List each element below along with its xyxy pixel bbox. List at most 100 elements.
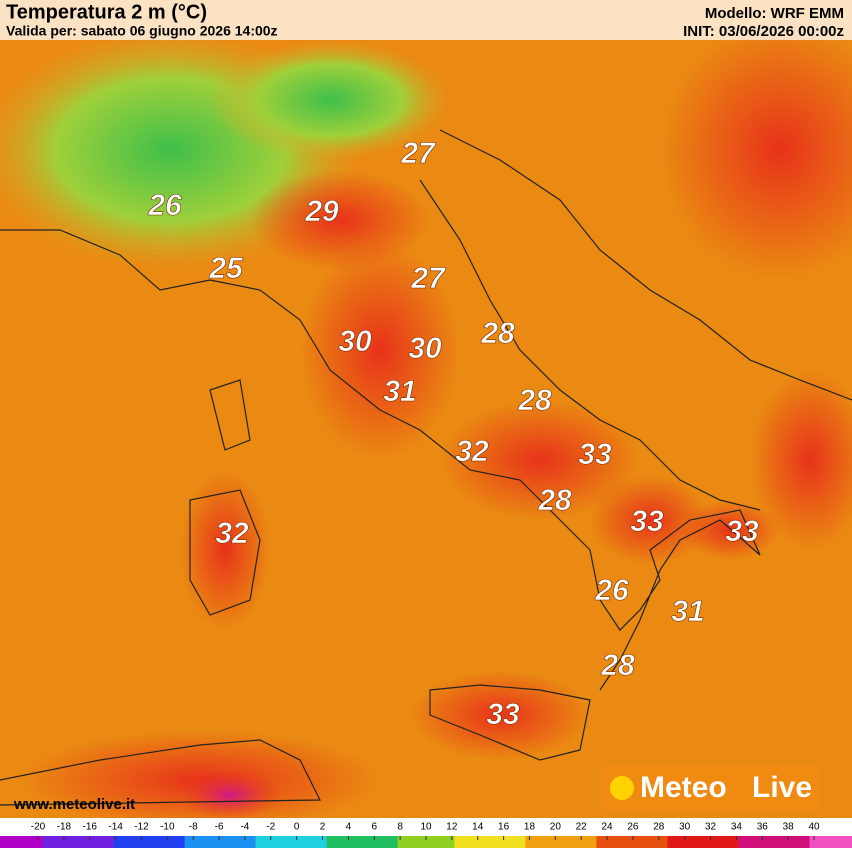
init-time: INIT: 03/06/2026 00:00z	[683, 23, 844, 40]
temperature-label: 32	[215, 517, 249, 550]
colorbar-swatch	[56, 836, 72, 848]
colorbar-swatch	[681, 836, 697, 848]
colorbar-swatch	[823, 836, 839, 848]
logo-text: Live	[752, 771, 812, 804]
colorbar-swatch	[241, 836, 257, 848]
temperature-label: 33	[630, 505, 664, 538]
colorbar-swatch	[624, 836, 640, 848]
colorbar-tick-label: 36	[757, 822, 769, 833]
colorbar-tick-label: 16	[498, 822, 510, 833]
logo-box	[600, 765, 820, 811]
colorbar-tick-label: 24	[602, 822, 614, 833]
colorbar-tick-label: -10	[160, 822, 175, 833]
colorbar-tick-label: 18	[524, 822, 536, 833]
colorbar-swatch	[28, 836, 44, 848]
colorbar-tick-label: 34	[731, 822, 743, 833]
colorbar-tick-label: 28	[653, 822, 665, 833]
colorbar-tick-label: -16	[83, 822, 98, 833]
colorbar-tick-label: 26	[627, 822, 639, 833]
model: Modello: WRF EMM	[705, 5, 844, 22]
temperature-label: 27	[410, 262, 446, 295]
colorbar-swatch	[568, 836, 583, 848]
temperature-label: 31	[383, 375, 416, 408]
colorbar-swatch	[539, 836, 555, 848]
logo-text: Meteo	[640, 771, 727, 804]
colorbar-swatch	[326, 836, 342, 848]
colorbar-tick-label: -14	[108, 822, 123, 833]
colorbar-swatch	[596, 836, 612, 848]
colorbar-tick-label: -20	[31, 822, 46, 833]
temperature-field	[0, 20, 852, 830]
temperature-label: 25	[208, 252, 244, 285]
colorbar-swatch	[397, 836, 413, 848]
colorbar-tick-label: -8	[189, 822, 198, 833]
colorbar-tick-label: 8	[397, 822, 403, 833]
colorbar-tick-label: 32	[705, 822, 717, 833]
colorbar: -20 -18 -16 -14 -12 -10 -8 -6 -4 -2 0 2 4 6 8 10 12 14 16 1…	[0, 822, 852, 848]
temperature-label: 29	[304, 195, 339, 228]
colorbar-swatch	[710, 836, 725, 848]
temperature-label: 30	[408, 332, 442, 365]
colorbar-swatch	[198, 836, 214, 848]
colorbar-tick-label: 20	[550, 822, 562, 833]
colorbar-swatch	[369, 836, 384, 848]
coastline	[0, 129, 852, 806]
temperature-label: 31	[671, 595, 704, 628]
colorbar-swatch	[795, 836, 810, 848]
colorbar-swatch	[42, 836, 58, 848]
colorbar-tick-label: 22	[576, 822, 588, 833]
colorbar-swatch	[610, 836, 626, 848]
colorbar-swatch	[142, 836, 157, 848]
colorbar-swatch	[582, 836, 597, 848]
temperature-label: 28	[537, 484, 572, 517]
colorbar-swatch	[440, 836, 455, 848]
colorbar-swatch	[468, 836, 484, 848]
colorbar-swatch	[511, 836, 526, 848]
temperature-label: 26	[594, 574, 629, 607]
colorbar-swatch	[255, 836, 271, 848]
colorbar-tick-label: -6	[215, 822, 224, 833]
colorbar-tick-label: -2	[266, 822, 275, 833]
colorbar-tick-label: 10	[420, 822, 432, 833]
temperature-label: 28	[600, 649, 635, 682]
colorbar-swatch	[752, 836, 768, 848]
colorbar-swatch	[298, 836, 313, 848]
colorbar-swatch	[667, 836, 683, 848]
colorbar-swatch	[653, 836, 668, 848]
colorbar-tick-label: 6	[371, 822, 377, 833]
colorbar-tick-label: 12	[446, 822, 458, 833]
colorbar-tick-label: 2	[320, 822, 326, 833]
colorbar-swatch	[766, 836, 782, 848]
colorbar-tick-label: 38	[783, 822, 795, 833]
colorbar-tick-label: 30	[679, 822, 691, 833]
colorbar-swatch	[695, 836, 711, 848]
colorbar-swatch	[99, 836, 115, 848]
colorbar-swatch	[837, 836, 852, 848]
logo: Meteo Live	[600, 765, 820, 811]
colorbar-swatch	[482, 836, 498, 848]
colorbar-swatch	[809, 836, 825, 848]
temperature-label: 28	[480, 317, 515, 350]
colorbar-swatch	[113, 836, 129, 848]
colorbar-tick-label: 0	[294, 822, 300, 833]
colorbar-swatch	[738, 836, 754, 848]
website: www.meteolive.it	[13, 796, 135, 813]
colorbar-swatch	[497, 836, 512, 848]
colorbar-swatch	[426, 836, 441, 848]
colorbar-swatch	[355, 836, 370, 848]
colorbar-swatch	[156, 836, 171, 848]
header-band	[0, 0, 852, 40]
colorbar-swatch	[184, 836, 200, 848]
temperature-label: 28	[517, 384, 552, 417]
colorbar-swatch	[553, 836, 569, 848]
colorbar-swatch	[639, 836, 654, 848]
temperature-label: 33	[578, 438, 612, 471]
colorbar-swatch	[383, 836, 399, 848]
colorbar-swatch	[170, 836, 186, 848]
colorbar-tick-label: 4	[346, 822, 352, 833]
logo-sun	[610, 776, 634, 800]
temperature-label: 26	[147, 189, 182, 222]
colorbar-swatch	[0, 836, 15, 848]
temperature-label: 33	[486, 698, 520, 731]
colorbar-swatch	[724, 836, 739, 848]
